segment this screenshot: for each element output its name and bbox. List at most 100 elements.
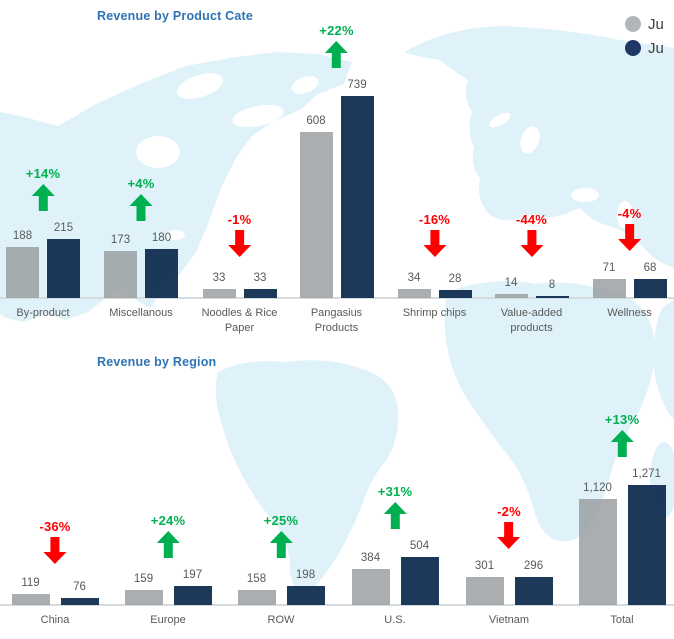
change-percent-label: +13%	[604, 412, 640, 428]
value-label: 301	[474, 559, 495, 572]
bar-gray	[465, 576, 504, 605]
bar-navy	[286, 586, 325, 605]
value-label: 28	[448, 273, 462, 286]
value-label: 68	[643, 262, 657, 275]
bar-navy	[47, 239, 80, 298]
bar-navy	[535, 295, 569, 298]
value-label: 215	[53, 222, 74, 235]
change-indicator: +24%	[151, 513, 185, 559]
category-label: ROW	[267, 614, 295, 626]
value-label: 159	[133, 572, 154, 585]
down-arrow-icon	[423, 230, 446, 257]
value-label: 384	[360, 551, 381, 564]
value-label: 8	[548, 278, 556, 291]
bar-gray	[592, 278, 626, 298]
change-percent-label: +25%	[263, 513, 299, 529]
value-label: 739	[347, 79, 367, 92]
down-arrow-icon	[228, 230, 251, 257]
change-percent-label: +14%	[25, 166, 61, 182]
value-label: 188	[12, 229, 33, 242]
legend-dot-navy	[625, 40, 641, 56]
value-label: 33	[212, 271, 226, 284]
category-label: By-product	[16, 307, 70, 319]
bar-gray	[202, 288, 236, 298]
change-indicator: -16%	[419, 212, 450, 257]
category-label: Europe	[150, 614, 186, 626]
change-percent-label: +31%	[377, 484, 413, 500]
category-label: Miscellanous	[109, 307, 173, 319]
category-label: Wellness	[607, 307, 652, 319]
category-label: Noodles & Rice Paper	[201, 307, 278, 334]
up-arrow-icon	[269, 531, 293, 559]
value-label: 296	[523, 560, 544, 573]
bar-navy	[173, 586, 212, 605]
bar-gray	[578, 499, 617, 605]
up-arrow-icon	[31, 184, 55, 212]
bar-gray	[397, 288, 431, 298]
bar-gray	[299, 131, 333, 298]
value-label: 71	[602, 261, 616, 274]
value-label: 33	[253, 271, 267, 284]
change-percent-label: +22%	[319, 23, 354, 39]
axis-line	[0, 297, 674, 299]
category-label: U.S.	[384, 614, 406, 626]
category-label: Pangasius Products	[310, 307, 363, 334]
bar-navy	[438, 290, 472, 298]
change-indicator: +4%	[128, 176, 155, 221]
value-label: 1,271	[632, 468, 661, 481]
legend-label: Ju	[648, 15, 664, 33]
bar-navy	[400, 557, 439, 605]
change-indicator: -1%	[228, 212, 252, 257]
bar-navy	[243, 288, 277, 298]
bar-gray	[494, 294, 528, 298]
down-arrow-icon	[520, 230, 543, 257]
change-percent-label: -36%	[39, 519, 71, 534]
change-percent-label: -1%	[227, 212, 252, 227]
legend-item: Ju	[625, 12, 664, 36]
down-arrow-icon	[618, 223, 641, 251]
bar-navy	[60, 597, 99, 605]
category-label: Total	[610, 614, 634, 626]
value-label: 197	[182, 569, 203, 582]
change-indicator: -2%	[497, 504, 521, 549]
value-label: 34	[407, 271, 421, 284]
value-label: 1,120	[583, 482, 612, 495]
change-indicator: +31%	[377, 484, 413, 530]
legend-label: Ju	[648, 39, 664, 57]
change-percent-label: -16%	[418, 212, 451, 227]
value-label: 504	[409, 540, 430, 553]
up-arrow-icon	[129, 193, 153, 221]
axis-line	[0, 604, 674, 606]
change-percent-label: +4%	[127, 175, 155, 191]
up-arrow-icon	[324, 41, 348, 69]
bar-navy	[627, 485, 666, 605]
chart-title: Revenue by Region	[97, 355, 217, 369]
value-label: 76	[73, 580, 86, 593]
bar-gray	[237, 590, 276, 605]
value-label: 119	[21, 576, 40, 589]
chart-legend: Ju Ju	[625, 12, 664, 60]
up-arrow-icon	[383, 502, 407, 530]
change-percent-label: -4%	[617, 205, 642, 221]
change-indicator: +13%	[604, 412, 640, 458]
value-label: 198	[295, 569, 316, 582]
down-arrow-icon	[497, 521, 521, 549]
bar-navy	[340, 96, 374, 298]
bar-navy	[514, 577, 553, 605]
change-indicator: -36%	[39, 519, 70, 564]
bar-gray	[6, 246, 39, 298]
change-indicator: +25%	[263, 513, 299, 559]
bar-navy	[633, 279, 667, 298]
bar-gray	[104, 250, 137, 298]
change-indicator: +22%	[319, 23, 354, 69]
value-label: 180	[151, 231, 172, 244]
change-percent-label: -2%	[497, 503, 521, 519]
up-arrow-icon	[610, 430, 634, 458]
change-indicator: -44%	[516, 212, 547, 257]
bar-gray	[11, 593, 50, 605]
up-arrow-icon	[156, 531, 180, 559]
bar-navy	[145, 248, 178, 298]
legend-dot-gray	[625, 16, 641, 32]
